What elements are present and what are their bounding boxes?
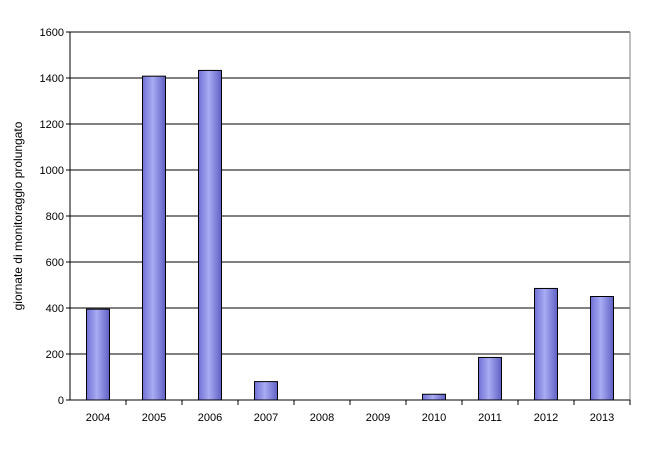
- bar-2004: [86, 308, 110, 401]
- x-tick-label: 2011: [478, 412, 502, 424]
- y-axis-label: giornate di monitoraggio prolungato: [11, 121, 25, 310]
- y-tick-label: 200: [46, 349, 64, 361]
- x-tick-label: 2008: [310, 412, 334, 424]
- bar-2011: [478, 356, 502, 401]
- y-tick-label: 1600: [40, 27, 64, 39]
- bar-2006: [198, 69, 222, 401]
- bar-2010: [422, 393, 446, 401]
- x-tick-label: 2009: [366, 412, 390, 424]
- x-tick-labels: 2004 2005 2006 2007 2008 2009 2010 2011 2012 2013: [86, 400, 631, 424]
- x-tick-label: 2012: [534, 412, 558, 424]
- y-tick-label: 1000: [40, 165, 64, 177]
- y-tick-label: 1200: [40, 119, 64, 131]
- y-tick-label: 600: [46, 257, 64, 269]
- y-tick-label: 800: [46, 211, 64, 223]
- y-tick-label: 0: [58, 395, 64, 407]
- x-tick-label: 2005: [142, 412, 166, 424]
- x-tick-label: 2007: [254, 412, 278, 424]
- y-tick-label: 1400: [40, 73, 64, 85]
- x-tick-label: 2004: [86, 412, 110, 424]
- bar-2007: [254, 381, 278, 401]
- bar-2005: [142, 75, 166, 401]
- bars: [86, 69, 614, 401]
- y-tick-labels: 0 200 400 600 800 1000 1200 1400 1600: [40, 27, 70, 407]
- y-tick-label: 400: [46, 303, 64, 315]
- bar-2012: [534, 287, 558, 401]
- bar-2013: [590, 296, 614, 401]
- x-tick-label: 2013: [590, 412, 614, 424]
- x-tick-label: 2010: [422, 412, 446, 424]
- x-tick-label: 2006: [198, 412, 222, 424]
